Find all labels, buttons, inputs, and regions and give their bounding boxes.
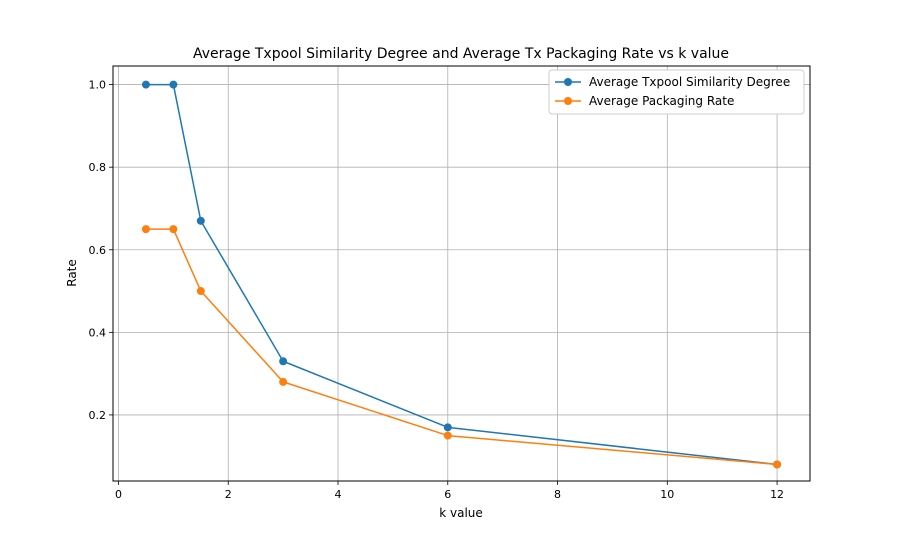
series-line — [145, 83, 778, 466]
series-1 — [141, 80, 782, 469]
data-point — [141, 80, 150, 89]
x-tick-label: 4 — [335, 488, 342, 501]
series-2 — [141, 225, 782, 469]
chart-title: Average Txpool Similarity Degree and Ave… — [193, 46, 729, 62]
y-tick-label: 0.4 — [89, 326, 107, 339]
legend-marker-swatch — [564, 97, 572, 105]
y-tick-label: 0.6 — [89, 244, 107, 257]
series-group — [141, 80, 782, 469]
data-point — [279, 377, 288, 386]
legend-entry-1: Average Txpool Similarity Degree — [555, 75, 790, 89]
x-tick-label: 12 — [770, 488, 784, 501]
data-point — [196, 287, 205, 296]
plot-area-frame — [112, 65, 811, 482]
x-tick-label: 6 — [444, 488, 451, 501]
y-tick-label: 0.8 — [89, 161, 107, 174]
data-point — [443, 423, 452, 432]
x-tick-label: 10 — [660, 488, 674, 501]
legend-label: Average Packaging Rate — [589, 94, 734, 108]
x-tick-label: 8 — [554, 488, 561, 501]
legend-label: Average Txpool Similarity Degree — [589, 75, 790, 89]
legend-entry-2: Average Packaging Rate — [555, 94, 734, 108]
legend-box — [548, 69, 805, 115]
y-axis-label: Rate — [65, 259, 79, 287]
axis-ticks: 0 2 4 6 8 10 12 0.2 0.4 0.6 0.8 1.0 — [89, 79, 785, 501]
data-point — [169, 225, 178, 234]
data-point — [141, 225, 150, 234]
y-tick-label: 0.2 — [89, 409, 107, 422]
data-point — [169, 80, 178, 89]
x-tick-label: 2 — [225, 488, 232, 501]
grid — [113, 66, 810, 481]
data-point — [443, 431, 452, 440]
legend: Average Txpool Similarity Degree Average… — [548, 69, 805, 115]
x-tick-label: 0 — [115, 488, 122, 501]
data-point — [773, 460, 782, 469]
data-point — [196, 216, 205, 225]
data-point — [279, 357, 288, 366]
y-tick-label: 1.0 — [89, 79, 107, 92]
x-axis-label: k value — [439, 506, 483, 520]
series-line — [145, 228, 778, 466]
legend-marker-swatch — [564, 78, 572, 86]
